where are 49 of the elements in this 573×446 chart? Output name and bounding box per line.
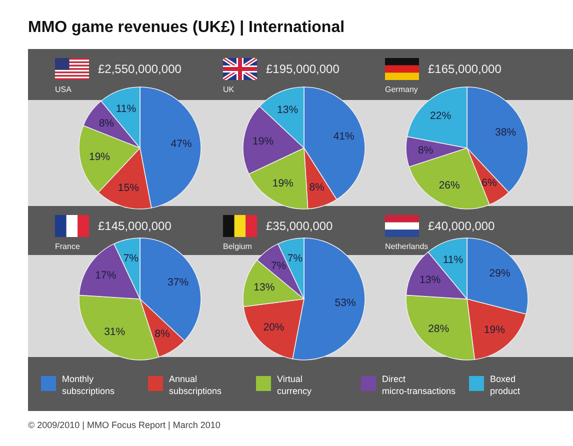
text: £145,000,000 — [98, 219, 172, 233]
data-label: 47% — [170, 138, 192, 150]
text: £195,000,000 — [266, 62, 340, 76]
data-label: 6% — [482, 177, 497, 190]
slice-label: Germany — [385, 85, 418, 95]
data-label: 11% — [442, 254, 464, 266]
slice-label: UK — [223, 85, 234, 95]
data-label: 38% — [495, 126, 516, 139]
text: £165,000,000 — [428, 62, 502, 76]
data-label: 7% — [123, 252, 139, 265]
data-label: 31% — [104, 326, 126, 338]
data-label: 53% — [334, 296, 356, 309]
text: £40,000,000 — [428, 219, 495, 233]
data-label: 7% — [287, 252, 303, 265]
slice-label: Belgium — [223, 242, 252, 252]
slice-label: France — [55, 242, 80, 252]
data-label: 19% — [89, 151, 110, 164]
data-label: 29% — [489, 268, 510, 280]
slice-label: Netherlands — [385, 242, 428, 252]
data-label: 41% — [333, 130, 354, 142]
data-label: 8% — [309, 181, 324, 194]
data-label: 15% — [118, 182, 139, 194]
data-label: 19% — [272, 178, 294, 190]
chart-title: MMO game revenues (UK£) | International — [28, 19, 345, 37]
data-label: 8% — [418, 144, 434, 157]
text: © 2009/2010 | MMO Focus Report | March 2010 — [28, 420, 220, 430]
data-label: 13% — [254, 281, 275, 294]
data-label: 8% — [154, 328, 170, 340]
data-label: 19% — [484, 324, 505, 336]
legend-label: Virtual currency — [277, 374, 312, 396]
legend-label: Annual subscriptions — [169, 374, 222, 396]
text: £35,000,000 — [266, 219, 333, 233]
legend-label: Direct micro-transactions — [382, 374, 456, 396]
data-label: 19% — [252, 136, 274, 148]
data-label: 37% — [168, 276, 189, 289]
data-label: 26% — [438, 180, 460, 192]
data-label: 28% — [428, 323, 450, 336]
data-label: 13% — [420, 274, 441, 286]
data-label: 13% — [277, 104, 298, 116]
legend-label: Monthly subscriptions — [62, 374, 116, 396]
data-label: 17% — [95, 270, 116, 282]
data-label: 11% — [116, 102, 136, 115]
data-label: 7% — [270, 260, 286, 272]
data-label: 20% — [263, 321, 284, 334]
legend-label: Boxed product — [490, 374, 521, 396]
data-label: 8% — [98, 118, 114, 130]
data-label: 22% — [430, 110, 452, 122]
slice-label: USA — [55, 85, 72, 95]
text: £2,550,000,000 — [98, 62, 182, 76]
